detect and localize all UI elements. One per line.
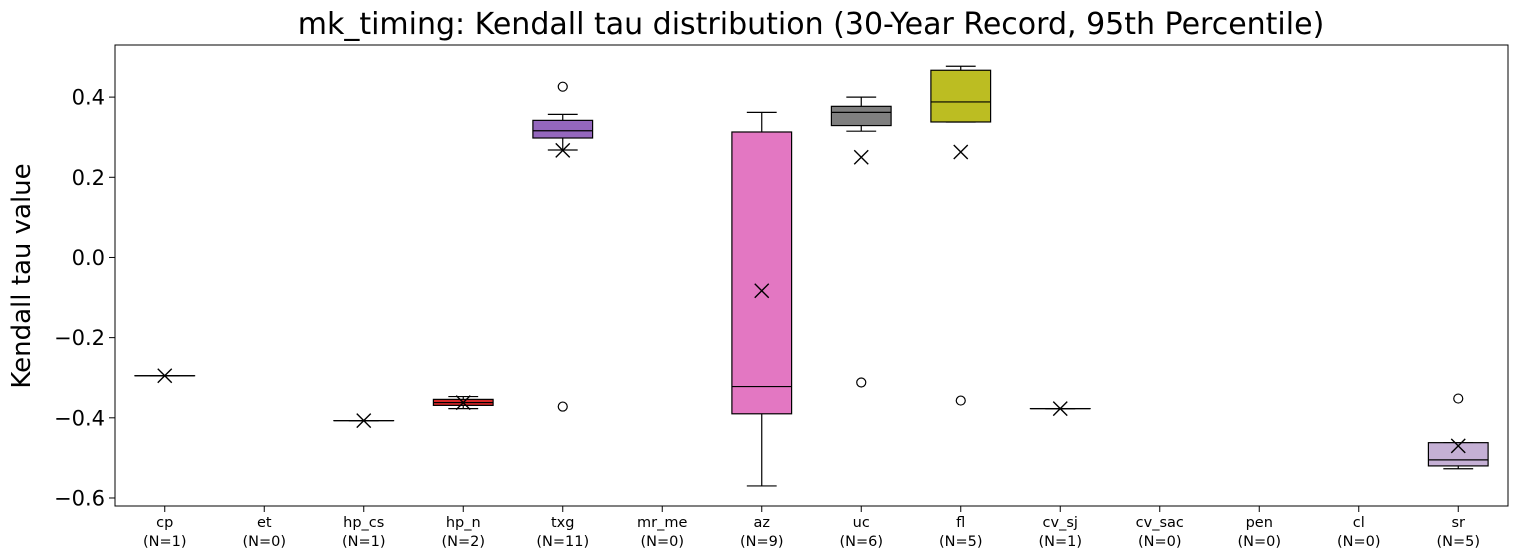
mean-marker bbox=[1450, 438, 1466, 454]
x-tick-count: (N=0) bbox=[1337, 534, 1381, 550]
x-tick-label: cv_sj bbox=[1043, 515, 1078, 531]
outlier-point bbox=[1453, 393, 1464, 404]
y-axis: −0.6 −0.4 −0.2 0.0 0.2 0.4 bbox=[54, 86, 115, 510]
x-tick-label: hp_n bbox=[446, 515, 481, 531]
mean-marker bbox=[754, 283, 770, 299]
x-tick-label: fl bbox=[956, 515, 965, 531]
mean-marker bbox=[1052, 401, 1068, 417]
y-tick-label: −0.6 bbox=[54, 486, 105, 510]
x-tick-count: (N=6) bbox=[839, 534, 883, 550]
x-tick-label: hp_cs bbox=[343, 515, 384, 531]
x-tick-label: cv_sac bbox=[1136, 515, 1184, 531]
x-tick-label: txg bbox=[551, 515, 574, 531]
box-body bbox=[731, 131, 793, 415]
x-tick-label: cl bbox=[1353, 515, 1365, 531]
y-tick-label: −0.4 bbox=[54, 406, 105, 430]
x-tick-label: uc bbox=[853, 515, 870, 531]
outlier-point bbox=[856, 377, 867, 388]
box-fl bbox=[930, 65, 992, 406]
x-tick-count: (N=0) bbox=[1237, 534, 1281, 550]
y-tick-label: 0.2 bbox=[72, 166, 105, 190]
x-tick-label: et bbox=[257, 515, 272, 531]
y-tick-label: 0.0 bbox=[72, 246, 105, 270]
mean-marker bbox=[455, 395, 471, 411]
chart-marks bbox=[134, 65, 1489, 487]
x-tick-label: cp bbox=[156, 515, 173, 531]
box-body bbox=[930, 69, 992, 123]
x-tick-count: (N=0) bbox=[1138, 534, 1182, 550]
box-az bbox=[731, 111, 793, 487]
mean-marker bbox=[356, 413, 372, 429]
x-tick-label: mr_me bbox=[637, 515, 687, 531]
x-tick-count: (N=0) bbox=[640, 534, 684, 550]
x-axis: cp (N=1) et (N=0) hp_cs (N=1) hp_n (N=2) txg (N=1… bbox=[143, 506, 1480, 550]
box-sr bbox=[1427, 393, 1489, 470]
x-tick-label: az bbox=[754, 515, 771, 531]
y-axis-label: Kendall tau value bbox=[7, 163, 37, 388]
box-body bbox=[830, 105, 892, 127]
mean-marker bbox=[555, 142, 571, 158]
plot-frame bbox=[114, 44, 1509, 507]
x-tick-count: (N=11) bbox=[536, 534, 589, 550]
x-tick-count: (N=9) bbox=[740, 534, 784, 550]
box-txg bbox=[532, 81, 594, 412]
box-cv_sj bbox=[1029, 401, 1091, 417]
box-body bbox=[532, 119, 594, 139]
y-tick-label: −0.2 bbox=[54, 326, 105, 350]
mean-marker bbox=[953, 144, 969, 160]
x-tick-count: (N=0) bbox=[242, 534, 286, 550]
x-tick-count: (N=1) bbox=[143, 534, 187, 550]
y-tick-label: 0.4 bbox=[72, 86, 105, 110]
box-uc bbox=[830, 96, 892, 388]
mean-marker bbox=[853, 149, 869, 165]
x-tick-count: (N=5) bbox=[939, 534, 983, 550]
box-cp bbox=[134, 368, 196, 384]
x-tick-label: sr bbox=[1451, 515, 1465, 531]
x-tick-label: pen bbox=[1246, 515, 1273, 531]
mean-marker bbox=[157, 368, 173, 384]
outlier-point bbox=[557, 81, 568, 92]
outlier-point bbox=[557, 401, 568, 412]
x-tick-count: (N=2) bbox=[441, 534, 485, 550]
x-tick-count: (N=1) bbox=[342, 534, 386, 550]
outlier-point bbox=[955, 395, 966, 406]
box-hp_n bbox=[432, 395, 494, 411]
chart-title: mk_timing: Kendall tau distribution (30-… bbox=[298, 7, 1325, 42]
x-tick-count: (N=5) bbox=[1436, 534, 1480, 550]
box-hp_cs bbox=[333, 413, 395, 429]
x-tick-count: (N=1) bbox=[1038, 534, 1082, 550]
